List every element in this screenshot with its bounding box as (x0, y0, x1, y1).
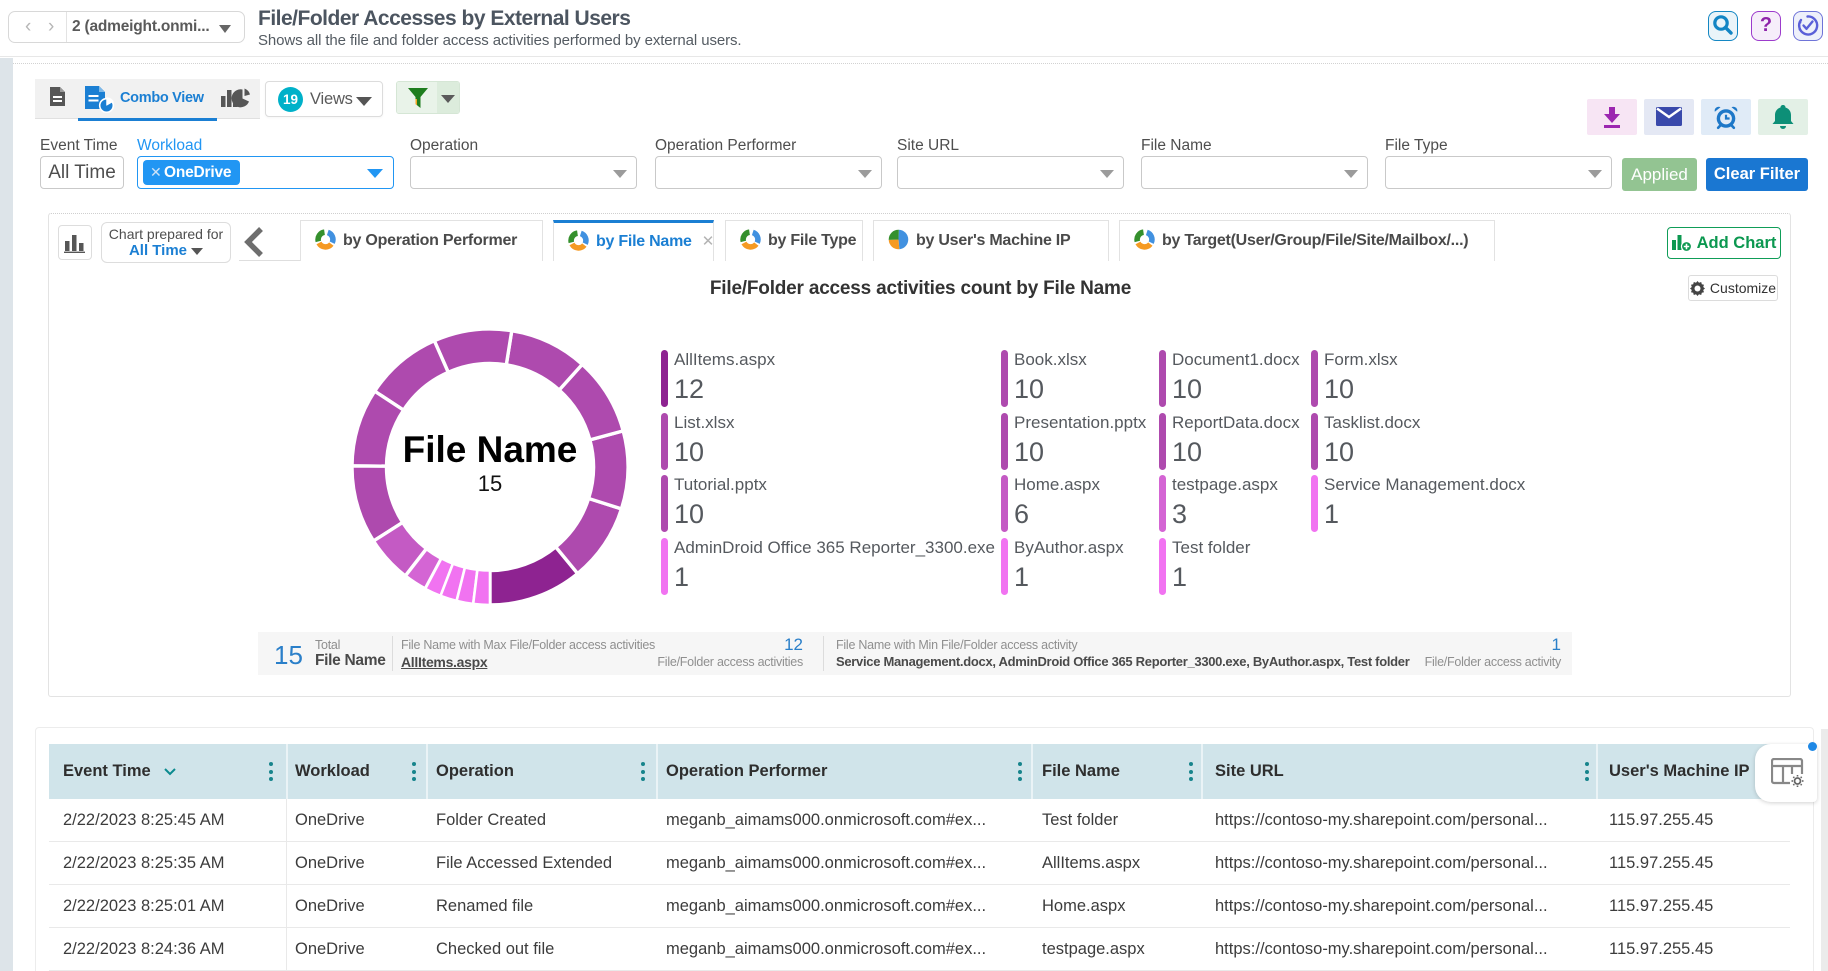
svg-text:15: 15 (478, 471, 502, 496)
svg-text:File Name: File Name (403, 429, 578, 470)
